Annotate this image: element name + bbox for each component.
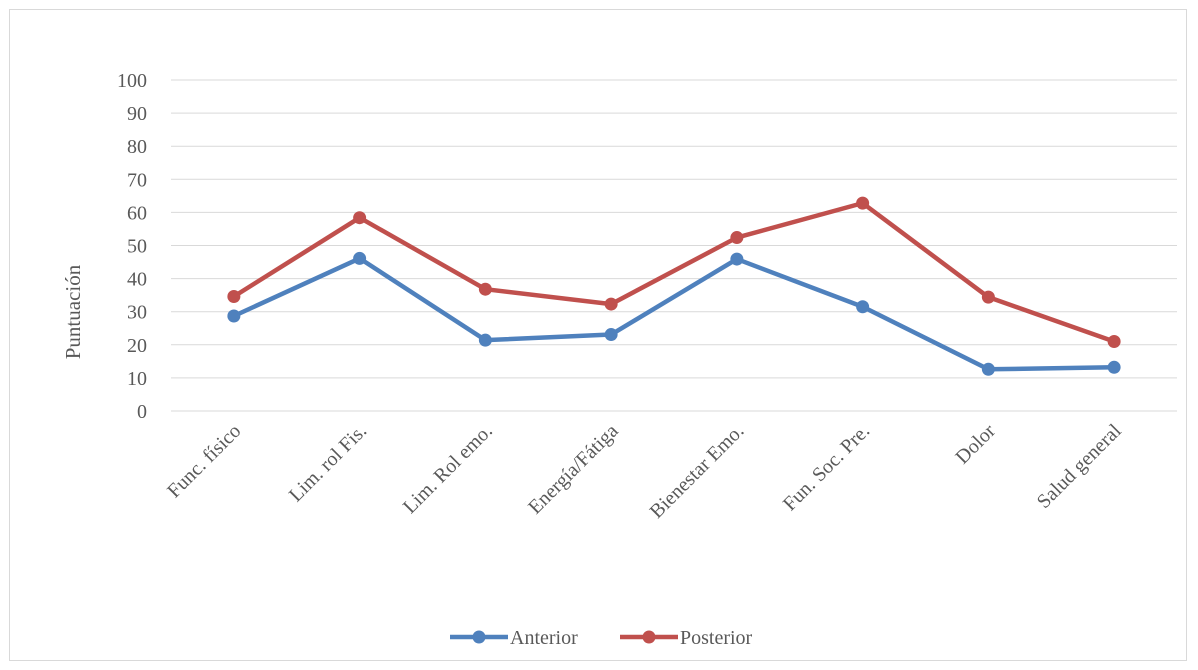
y-tick-label: 0 (137, 401, 147, 423)
legend-label: Posterior (680, 627, 753, 649)
series-anterior (227, 251, 1121, 376)
series-line (231, 256, 1117, 372)
y-tick-label: 90 (127, 103, 147, 125)
y-tick-label: 100 (117, 70, 147, 92)
series-line (231, 200, 1117, 344)
y-tick-label: 30 (127, 302, 147, 324)
x-tick-label: Salud general (1033, 420, 1126, 513)
data-point (856, 196, 870, 210)
data-point (604, 297, 618, 311)
legend-item: Posterior (620, 627, 753, 649)
x-tick-label: Lim. Rol emo. (399, 420, 497, 518)
data-point (730, 231, 744, 245)
gridlines (171, 79, 1177, 412)
y-tick-label: 40 (127, 269, 147, 291)
data-point (227, 289, 241, 303)
data-point (604, 328, 618, 342)
data-point (981, 290, 995, 304)
y-tick-label: 10 (127, 368, 147, 390)
x-tick-label: Fun. Soc. Pre. (779, 420, 874, 515)
y-tick-label: 20 (127, 335, 147, 357)
legend-item: Anterior (450, 627, 578, 649)
y-tick-label: 80 (127, 136, 147, 158)
data-point (353, 251, 367, 265)
data-point (856, 300, 870, 314)
x-tick-label: Lim. rol Fis. (285, 420, 371, 506)
y-tick-label: 50 (127, 236, 147, 258)
y-axis-ticks: 0 10 20 30 40 50 60 70 80 90 100 (117, 70, 147, 423)
data-point (227, 309, 241, 323)
data-point (353, 211, 367, 225)
data-point (730, 252, 744, 266)
data-point (981, 362, 995, 376)
data-point (1107, 334, 1121, 348)
y-axis-title: Puntuación (61, 264, 85, 359)
x-axis-ticks: Func. físico Lim. rol Fis. Lim. Rol emo. En… (163, 420, 1126, 523)
series-lines (227, 196, 1121, 376)
x-tick-label: Bienestar Emo. (646, 420, 749, 523)
series-posterior (227, 196, 1121, 348)
data-point (478, 333, 492, 347)
y-tick-label: 70 (127, 169, 147, 191)
legend-swatch-marker (642, 630, 656, 644)
y-tick-label: 60 (127, 202, 147, 224)
data-point (1107, 360, 1121, 374)
legend: Anterior Posterior (450, 627, 753, 649)
legend-swatch-marker (472, 630, 486, 644)
x-tick-label: Dolor (951, 420, 1000, 469)
data-point (478, 282, 492, 296)
x-tick-label: Energía/Fátiga (524, 420, 623, 519)
legend-label: Anterior (510, 627, 578, 649)
x-tick-label: Func. físico (163, 420, 245, 502)
